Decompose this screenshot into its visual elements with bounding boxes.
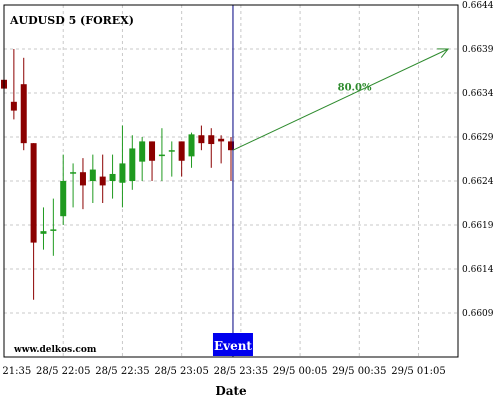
candle-body [89,169,96,181]
y-tick-label: 0.6634 [462,89,494,99]
candle-body [70,172,77,174]
candle-down [149,141,156,181]
candle-body [139,141,146,162]
candle-body [99,176,106,186]
candle-down [198,125,205,151]
y-tick-label: 0.6624 [462,177,494,187]
candle-down [79,158,86,210]
y-tick-label: 0.6619 [462,221,494,231]
forecast-arrow-head [437,48,450,58]
candle-down [20,57,27,151]
y-axis-ticks: 0.6644 0.6639 0.6634 0.6629 0.6624 0.6619 0.66… [462,1,494,319]
candle-body [198,135,205,144]
forecast-arrow-line [232,48,449,151]
x-axis-ticks: 28/5 21:35 28/5 22:05 28/5 22:35 28/5 23:05… [0,366,446,377]
candle-body [109,173,116,181]
candle-up [168,141,175,177]
candle-down [218,135,225,164]
y-tick-label: 0.6644 [462,1,494,11]
candle-up [40,207,47,250]
event-marker: Event [212,333,253,356]
event-label: Event [214,339,252,353]
candle-body [149,141,156,161]
plot-frame [3,4,459,358]
candle-up [139,137,146,181]
x-tick-label: 28/5 23:05 [154,366,208,377]
candle-body [10,101,17,111]
candle-body [178,141,185,161]
candle-up [70,163,77,208]
y-tick-label: 0.6614 [462,265,494,275]
candle-body [20,84,27,144]
candle-body [79,172,86,186]
candle-up [129,135,136,190]
candles [1,49,234,300]
candle-up [109,154,116,199]
candle-body [188,134,195,157]
candle-body [208,135,215,145]
chart-title: AUDUSD 5 (FOREX) [9,14,134,27]
x-tick-label: 29/5 00:35 [332,366,386,377]
candle-body [40,231,47,234]
candle-body [60,181,67,217]
candle-up [60,154,67,225]
x-tick-label: 28/5 22:05 [36,366,90,377]
y-tick-label: 0.6639 [462,45,494,55]
candle-up [119,125,126,208]
candle-down [208,128,215,168]
candle-down [10,49,17,120]
x-axis-label: Date [215,384,247,398]
candle-body [158,154,165,157]
candle-body [30,143,37,243]
y-tick-label: 0.6629 [462,133,494,143]
candle-body [50,229,57,231]
x-tick-label: 29/5 01:05 [391,366,445,377]
candle-body [119,163,126,183]
candle-body [129,148,136,181]
candle-body [218,138,225,142]
candle-up [158,128,165,181]
candle-up [89,154,96,203]
y-tick-label: 0.6609 [462,309,494,319]
candle-down [30,143,37,300]
overlays: Event 80.0% [212,5,450,357]
candle-down [178,141,185,177]
candle-down [99,154,106,203]
x-tick-label: 28/5 22:35 [95,366,149,377]
x-tick-label: 29/5 00:05 [273,366,327,377]
x-tick-label: 28/5 21:35 [0,366,31,377]
candle-up [50,198,57,256]
candle-up [188,132,195,168]
candle-down [228,137,234,181]
event-box [212,333,253,356]
candle-body [228,141,234,151]
forecast-probability-label: 80.0% [338,83,372,94]
watermark: www.delkos.com [13,345,97,355]
candle-body [168,150,175,152]
x-tick-label: 28/5 23:35 [214,366,268,377]
